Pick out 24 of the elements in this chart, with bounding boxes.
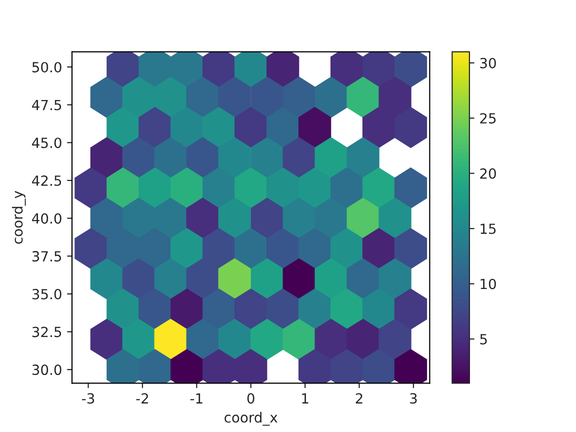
y-tick-label: 47.5 (32, 100, 62, 110)
x-tick-label: 1 (302, 393, 308, 404)
x-axis-title: coord_x (224, 412, 278, 426)
y-tick-label: 35.0 (32, 288, 62, 300)
x-tick-label: -2 (136, 393, 148, 404)
color-bar-label: 20 (480, 168, 496, 179)
y-tick-label: 32.5 (32, 326, 62, 338)
color-bar-label: 10 (480, 278, 496, 290)
color-bar-label: 15 (480, 224, 496, 234)
y-tick-label: 40.0 (32, 213, 62, 224)
y-tick-label: 37.5 (32, 251, 62, 262)
y-tick-label: 42.5 (32, 175, 62, 186)
color-bar-label: 5 (480, 334, 487, 344)
y-tick-label: 50.0 (32, 62, 62, 72)
color-bar-label: 30 (480, 58, 496, 68)
x-tick-label: -3 (82, 393, 94, 404)
y-tick-label: 30.0 (32, 364, 62, 376)
y-tick-label: 45.0 (32, 138, 62, 148)
x-tick-label: 2 (356, 393, 362, 404)
x-tick-label: 3 (410, 393, 417, 404)
y-axis-title: coord_y (12, 190, 26, 244)
x-tick-label: -1 (190, 393, 202, 404)
color-bar-label: 25 (480, 113, 496, 124)
x-tick-label: 0 (247, 393, 254, 404)
